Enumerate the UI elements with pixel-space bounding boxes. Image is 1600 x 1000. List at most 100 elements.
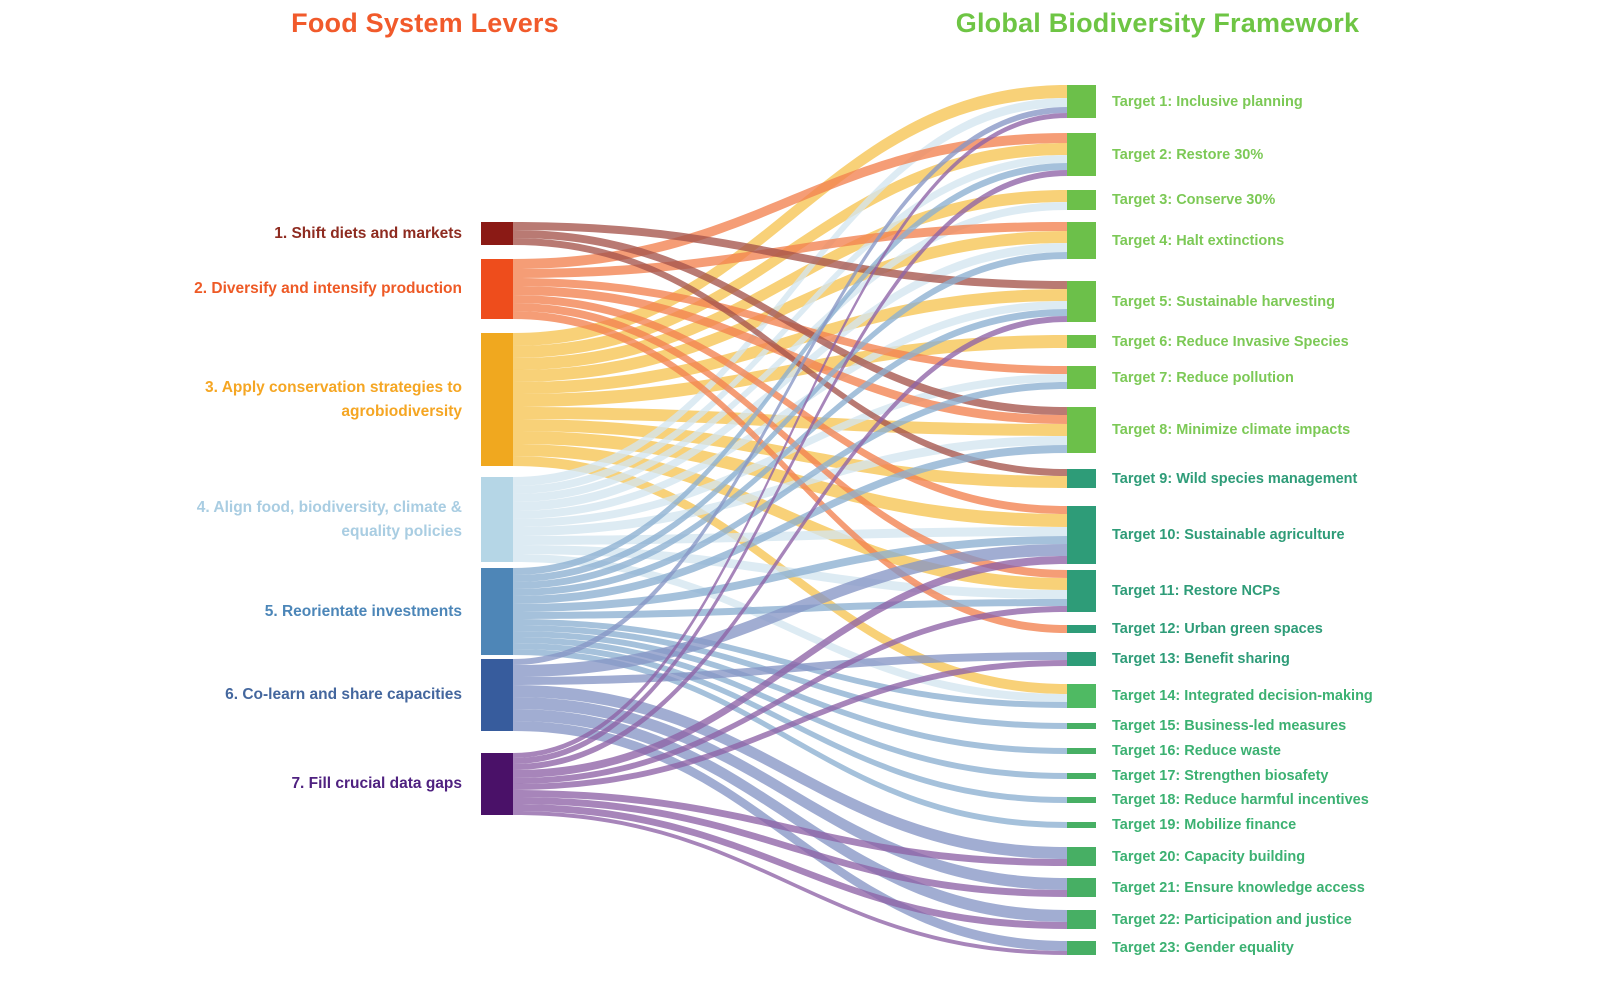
target-label-12: Target 12: Urban green spaces [1112, 621, 1323, 637]
flow-lever2-target4 [513, 222, 1067, 278]
flow-lever4-target5 [513, 301, 1067, 519]
target-label-11: Target 11: Restore NCPs [1112, 583, 1281, 599]
lever-label-7: 7. Fill crucial data gaps [291, 774, 462, 792]
target-node-22 [1067, 910, 1096, 929]
flow-lever2-target2 [513, 133, 1067, 269]
target-label-18: Target 18: Reduce harmful incentives [1112, 792, 1369, 808]
target-label-23: Target 23: Gender equality [1112, 940, 1294, 956]
flow-lever6-target23 [513, 721, 1067, 951]
target-label-4: Target 4: Halt extinctions [1112, 232, 1285, 249]
flow-lever7-target5 [513, 316, 1067, 770]
flow-lever3-target11 [513, 444, 1067, 590]
flow-lever5-target7 [513, 382, 1067, 596]
target-label-1: Target 1: Inclusive planning [1112, 93, 1303, 110]
flow-lever1-target9 [513, 238, 1067, 476]
lever-node-5 [481, 568, 513, 655]
flow-lever5-target8 [513, 445, 1067, 604]
target-node-20 [1067, 847, 1096, 866]
flow-lever5-target17 [513, 637, 1067, 779]
flow-lever7-target21 [513, 797, 1067, 897]
target-label-2: Target 2: Restore 30% [1112, 146, 1264, 163]
flow-lever1-target8 [513, 230, 1067, 415]
target-label-21: Target 21: Ensure knowledge access [1112, 879, 1365, 896]
flow-lever5-target4 [513, 252, 1067, 582]
target-label-16: Target 16: Reduce waste [1112, 743, 1281, 759]
flow-lever3-target10 [513, 431, 1067, 527]
target-node-10 [1067, 506, 1096, 564]
flow-lever5-target2 [513, 163, 1067, 575]
flow-lever6-target21 [513, 697, 1067, 890]
flow-lever6-target20 [513, 685, 1067, 859]
target-label-19: Target 19: Mobilize finance [1112, 817, 1297, 833]
flow-lever5-target5 [513, 309, 1067, 589]
flow-lever3-target1 [513, 85, 1067, 346]
lever-node-2 [481, 259, 513, 319]
flow-lever3-target5 [513, 289, 1067, 394]
flow-lever2-target12 [513, 311, 1067, 633]
target-label-10: Target 10: Sustainable agriculture [1112, 527, 1345, 543]
sankey-flows [513, 85, 1067, 955]
flow-lever7-target22 [513, 804, 1067, 929]
flow-lever5-target19 [513, 649, 1067, 828]
lever-label-5: 5. Reorientate investments [264, 602, 462, 620]
target-node-23 [1067, 941, 1096, 955]
lever-node-7 [481, 753, 513, 815]
flow-lever7-target23 [513, 811, 1067, 955]
target-label-9: Target 9: Wild species management [1112, 470, 1358, 487]
target-node-15 [1067, 723, 1096, 729]
target-label-8: Target 8: Minimize climate impacts [1112, 422, 1351, 438]
flow-lever3-target3 [513, 190, 1067, 370]
target-label-5: Target 5: Sustainable harvesting [1112, 293, 1335, 310]
target-node-1 [1067, 85, 1096, 118]
right-column-title: Global Biodiversity Framework [955, 8, 1360, 38]
target-node-7 [1067, 366, 1096, 389]
target-node-21 [1067, 878, 1096, 897]
target-label-14: Target 14: Integrated decision-making [1112, 688, 1373, 704]
target-label-6: Target 6: Reduce Invasive Species [1112, 333, 1349, 350]
flow-lever7-target20 [513, 790, 1067, 866]
target-node-4 [1067, 222, 1096, 259]
flow-lever7-target10 [513, 556, 1067, 778]
lever-label-1: 1. Shift diets and markets [274, 224, 462, 242]
lever-node-1 [481, 222, 513, 245]
flow-lever5-target10 [513, 536, 1067, 612]
flow-lever6-target1 [513, 107, 1067, 665]
target-label-22: Target 22: Participation and justice [1112, 911, 1352, 928]
flow-lever1-target5 [513, 222, 1067, 289]
flow-lever4-target14 [513, 554, 1067, 702]
target-label-13: Target 13: Benefit sharing [1112, 651, 1290, 667]
flow-lever4-target1 [513, 98, 1067, 486]
flow-lever7-target2 [513, 170, 1067, 764]
target-node-8 [1067, 407, 1096, 453]
flow-lever2-target10 [513, 295, 1067, 514]
target-node-18 [1067, 797, 1096, 803]
lever-node-3 [481, 333, 513, 466]
target-label-20: Target 20: Capacity building [1112, 848, 1306, 865]
target-label-15: Target 15: Business-led measures [1112, 718, 1347, 734]
sankey-nodes [481, 85, 1096, 955]
target-node-9 [1067, 469, 1096, 488]
flow-lever5-target15 [513, 625, 1067, 729]
left-column-title: Food System Levers [291, 8, 559, 38]
target-node-12 [1067, 625, 1096, 633]
flow-lever3-target8 [513, 407, 1067, 436]
flow-lever6-target22 [513, 709, 1067, 922]
target-node-2 [1067, 133, 1096, 176]
target-node-16 [1067, 748, 1096, 754]
flow-lever6-target10 [513, 544, 1067, 677]
lever-label-3: 3. Apply conservation strategies to agro… [205, 378, 462, 420]
target-node-19 [1067, 822, 1096, 828]
target-node-13 [1067, 652, 1096, 666]
target-node-17 [1067, 773, 1096, 779]
target-label-7: Target 7: Reduce pollution [1112, 369, 1294, 386]
flow-lever7-target11 [513, 606, 1067, 784]
lever-node-6 [481, 659, 513, 731]
target-label-17: Target 17: Strengthen biosafety [1112, 768, 1329, 784]
lever-label-2: 2. Diversify and intensify production [194, 279, 462, 297]
target-node-6 [1067, 335, 1096, 348]
target-label-3: Target 3: Conserve 30% [1112, 192, 1276, 208]
flow-lever3-target4 [513, 231, 1067, 382]
lever-label-4: 4. Align food, biodiversity, climate & e… [196, 498, 462, 540]
